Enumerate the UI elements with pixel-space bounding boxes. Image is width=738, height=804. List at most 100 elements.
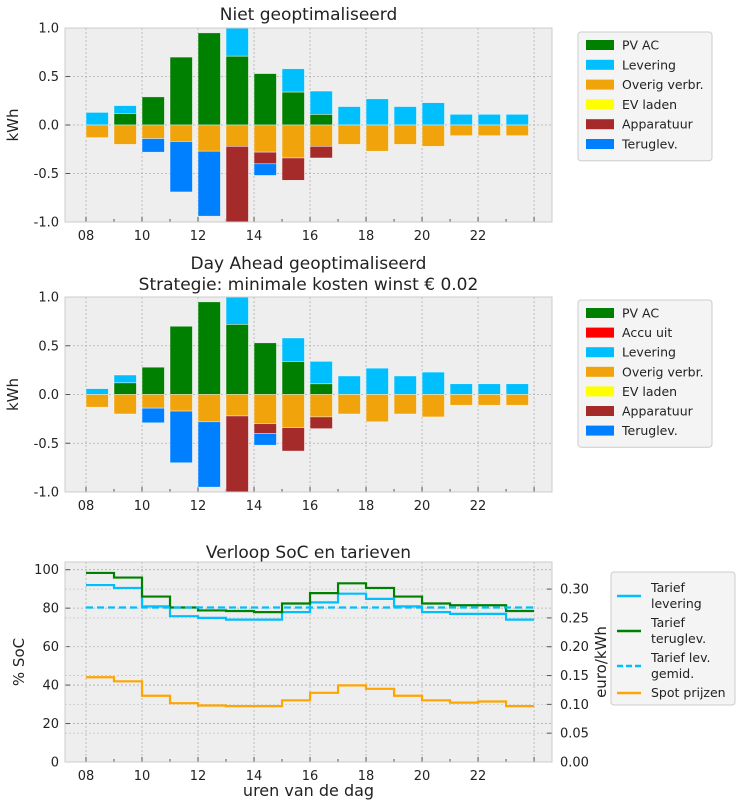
y-axis-label: kWh [4,108,22,141]
bar-overig-verbr [141,124,165,139]
legend-label: Tarief levering [650,580,702,611]
bar-pv-ac [141,96,165,126]
bar-overig-verbr [477,394,501,406]
bar-pv-ac [169,325,193,395]
bar-overig-verbr [197,394,221,423]
x-tick-label: 22 [470,499,487,514]
y-right-tick-label: 0.15 [560,669,589,684]
bar-overig-verbr [85,394,109,408]
legend-label: EV laden [622,384,677,399]
bar-pv-ac [225,323,249,395]
bar-pv-ac [253,342,277,395]
plot-background [65,562,552,762]
bar-overig-verbr [169,394,193,412]
bar-apparatuur [309,146,333,159]
legend-item: EV laden [586,97,677,112]
bar-levering [365,367,389,395]
bar-overig-verbr [113,124,137,145]
y-axis-label: % SoC [10,638,28,686]
bar-overig-verbr [309,394,333,418]
bar-pv-ac [281,91,305,126]
bar-overig-verbr [505,394,529,406]
legend-item: Tarief levering [617,580,702,611]
legend-swatch [586,99,614,110]
bar-levering [85,388,109,395]
y-tick-label: -0.5 [34,167,59,182]
bar-teruglev [169,141,193,193]
legend-label-line: Tarief lev. [650,650,710,665]
x-tick-label: 14 [246,499,263,514]
bar-overig-verbr [365,394,389,423]
bar-teruglev [197,421,221,488]
legend-label: EV laden [622,97,677,112]
x-tick-label: 20 [414,229,431,244]
y-tick-label: 0 [51,756,59,771]
plot-area [85,297,529,492]
line-spot-prijzen [86,676,535,708]
y-tick-label: 80 [42,602,59,617]
bar-levering [365,98,389,126]
x-tick-label: 18 [358,229,375,244]
bar-overig-verbr [449,394,473,406]
bar-overig-verbr [393,124,417,145]
legend-item: Overig verbr. [586,364,704,379]
legend-label-line: teruglev. [651,631,706,646]
bar-apparatuur [281,157,305,181]
legend-swatch [586,79,614,90]
bar-pv-ac [309,383,333,395]
chart-1: Niet geoptimaliseerd 08 10 12 14 16 18 20 22 -1.0… [4,5,713,244]
legend-swatch [586,386,614,397]
legend: PV AC Levering Overig verbr. EV laden Appara… [577,31,713,162]
x-tick-label: 12 [190,229,207,244]
y-right-tick-label: 0.20 [560,640,589,655]
bar-teruglev [141,407,165,424]
legend-label-line: levering [651,596,702,611]
legend-swatch [586,347,614,358]
bar-overig-verbr [197,124,221,152]
x-tick-label: 08 [78,769,95,784]
y-tick-label: -1.0 [34,216,59,231]
bar-levering [449,383,473,395]
legend-label: Apparatuur [622,117,694,132]
legend-swatch [586,119,614,130]
bar-levering [337,375,361,395]
bar-overig-verbr [449,124,473,136]
bar-pv-ac [309,114,333,126]
bar-pv-ac [197,301,221,395]
bar-levering [225,297,249,325]
bar-levering [309,90,333,115]
legend-swatch [586,406,614,416]
legend-label: Levering [622,345,676,360]
legend-item: Accu uit [586,325,672,340]
bar-levering [309,361,333,385]
bar-levering [505,383,529,395]
x-tick-label: 22 [470,769,487,784]
legend-label-line: Tarief [650,615,686,630]
legend-item: Tarief teruglev. [617,615,706,646]
bar-levering [281,68,305,93]
plot-frame [64,27,553,223]
legend-label: Teruglev. [621,137,678,152]
legend-swatch [586,366,614,377]
bar-overig-verbr [113,394,137,415]
y-tick-label: 100 [34,563,59,578]
bar-apparatuur [253,151,277,165]
y-right-tick-label: 0.30 [560,583,589,598]
bar-pv-ac [197,32,221,126]
legend-label-line: Tarief [650,580,686,595]
y-axis-label: kWh [4,378,22,411]
x-axis-label: uren van de dag [243,781,374,800]
legend-item: Tarief lev. gemid. [617,650,710,681]
legend-item: EV laden [586,384,677,399]
bar-teruglev [253,163,277,176]
bar-pv-ac [225,55,249,126]
bar-overig-verbr [393,394,417,415]
y-tick-label: -1.0 [34,486,59,501]
bar-apparatuur [253,423,277,434]
y-tick-label: 40 [42,679,59,694]
bar-pv-ac [113,113,137,126]
legend: PV AC Accu uit Levering Overig verbr. EV lad… [577,299,713,448]
bar-levering [281,337,305,362]
bar-overig-verbr [337,394,361,415]
